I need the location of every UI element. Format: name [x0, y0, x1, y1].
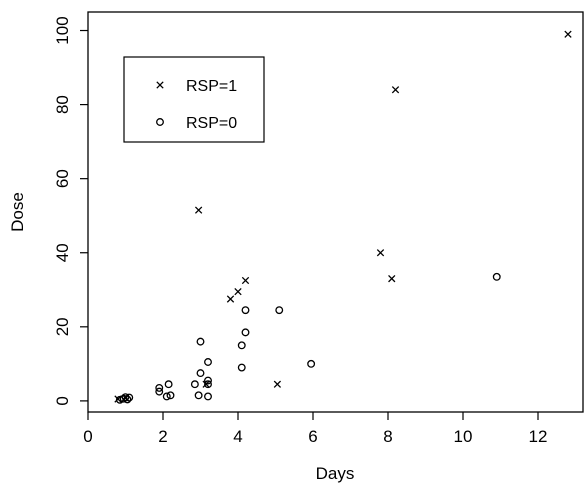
- legend: RSP=1 RSP=0: [123, 56, 265, 143]
- point-rsp0: [204, 376, 212, 385]
- point-rsp0: [196, 337, 205, 346]
- point-rsp0: [194, 391, 203, 400]
- point-rsp0: [121, 393, 130, 402]
- x-tick-label: 10: [454, 427, 473, 446]
- y-tick-label: 60: [53, 169, 72, 188]
- x-tick-label: 8: [383, 427, 392, 446]
- point-rsp0: [204, 380, 212, 389]
- point-rsp1: [391, 86, 400, 94]
- point-rsp0: [166, 391, 175, 400]
- point-rsp1: [226, 295, 235, 303]
- point-rsp0: [164, 380, 173, 389]
- point-rsp1: [234, 287, 242, 296]
- point-rsp0: [155, 387, 164, 396]
- point-rsp0: [241, 328, 250, 337]
- y-axis: 0 20 40 60 80 100: [53, 16, 88, 406]
- point-rsp1: [202, 380, 210, 388]
- y-tick-label: 20: [53, 317, 72, 336]
- legend-label-rsp1: RSP=1: [186, 78, 237, 95]
- point-rsp0: [125, 393, 134, 402]
- y-tick-label: 80: [53, 95, 72, 114]
- point-rsp0: [196, 369, 205, 378]
- point-rsp1: [194, 206, 203, 214]
- legend-marker-rsp1: [156, 81, 164, 89]
- point-rsp0: [204, 358, 212, 366]
- point-rsp0: [237, 341, 246, 350]
- point-rsp0: [155, 383, 164, 392]
- point-rsp1: [241, 276, 250, 285]
- y-tick-label: 100: [53, 16, 72, 44]
- point-rsp0: [119, 394, 128, 403]
- legend-label-rsp0: RSP=0: [186, 115, 237, 132]
- point-rsp0: [275, 306, 284, 315]
- x-tick-label: 6: [308, 427, 317, 446]
- y-axis-title: Dose: [8, 192, 27, 232]
- x-axis-title: Days: [316, 464, 355, 483]
- x-tick-label: 0: [83, 427, 92, 446]
- point-rsp0: [123, 395, 132, 404]
- data-points: [114, 30, 572, 404]
- x-tick-label: 2: [158, 427, 167, 446]
- plot-frame: [87, 11, 584, 413]
- point-rsp1: [376, 249, 385, 257]
- legend-box: [123, 56, 265, 143]
- point-rsp0: [492, 272, 501, 281]
- legend-circle-marker: [156, 118, 164, 126]
- point-rsp0: [241, 306, 250, 315]
- point-rsp1: [564, 30, 572, 38]
- point-rsp0: [307, 359, 316, 368]
- legend-cross-marker: [156, 81, 164, 89]
- y-tick-label: 40: [53, 243, 72, 262]
- point-rsp0: [204, 392, 212, 401]
- x-axis: 0 2 4 6 8 10 12: [83, 412, 547, 446]
- point-rsp0: [162, 392, 171, 401]
- point-rsp1: [388, 275, 396, 283]
- point-rsp1: [273, 380, 282, 388]
- point-rsp0: [237, 363, 246, 372]
- y-tick-label: 0: [53, 396, 72, 405]
- point-rsp0: [190, 380, 199, 389]
- x-tick-label: 12: [529, 427, 548, 446]
- legend-marker-rsp0: [156, 118, 164, 126]
- x-tick-label: 4: [233, 427, 242, 446]
